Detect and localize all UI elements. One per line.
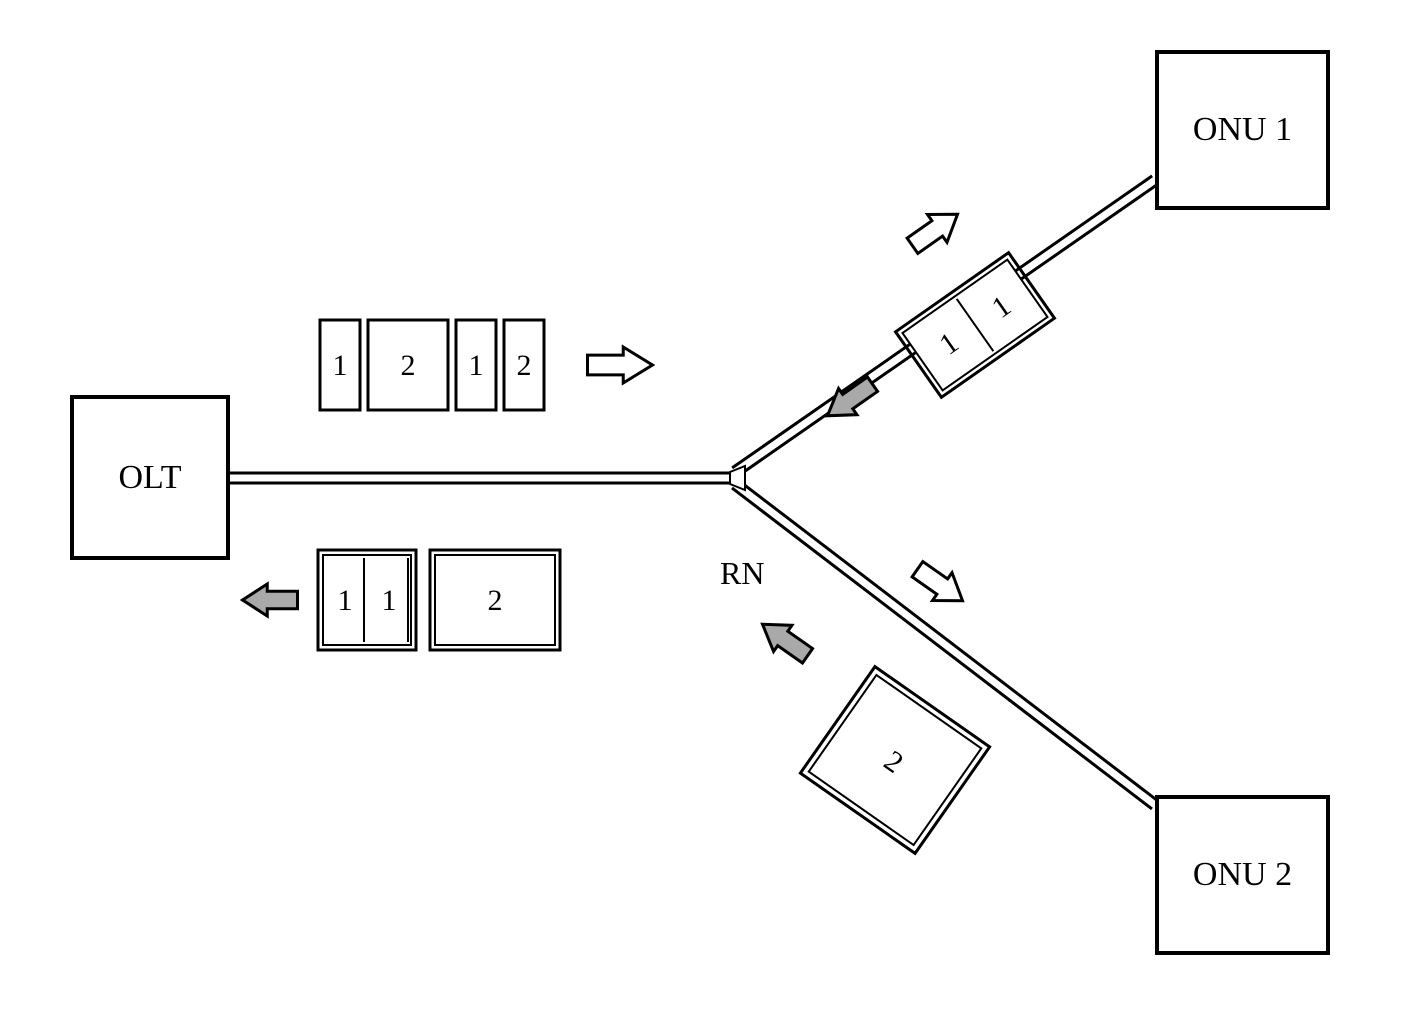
ds-packet-3-label: 2 [517,349,532,382]
olt-node: OLT [70,395,230,560]
rn-label: RN [720,555,764,592]
branch2-packet: 2 [800,667,989,854]
olt-node-label: OLT [119,459,182,497]
us-group-1-cell-0: 2 [488,584,503,617]
arrow-ds_branch1 [903,200,968,259]
onu2-node-label: ONU 2 [1193,856,1292,894]
arrow-ds_branch2 [908,555,973,614]
onu1-node: ONU 1 [1155,50,1330,210]
us-group-0-cell-0: 1 [338,584,353,617]
arrow-us_trunk [243,584,298,616]
onu1-node-label: ONU 1 [1193,111,1292,149]
arrow-ds_trunk [588,347,653,383]
ds-packet-2-label: 1 [469,349,484,382]
arrow-us_branch2 [753,611,816,669]
ds-packet-1-label: 2 [401,349,416,382]
us-group-0-cell-1: 1 [382,584,397,617]
diagram-canvas: 1212112112 OLTONU 1ONU 2RN [0,0,1422,1015]
onu2-node: ONU 2 [1155,795,1330,955]
ds-packet-0-label: 1 [333,349,348,382]
